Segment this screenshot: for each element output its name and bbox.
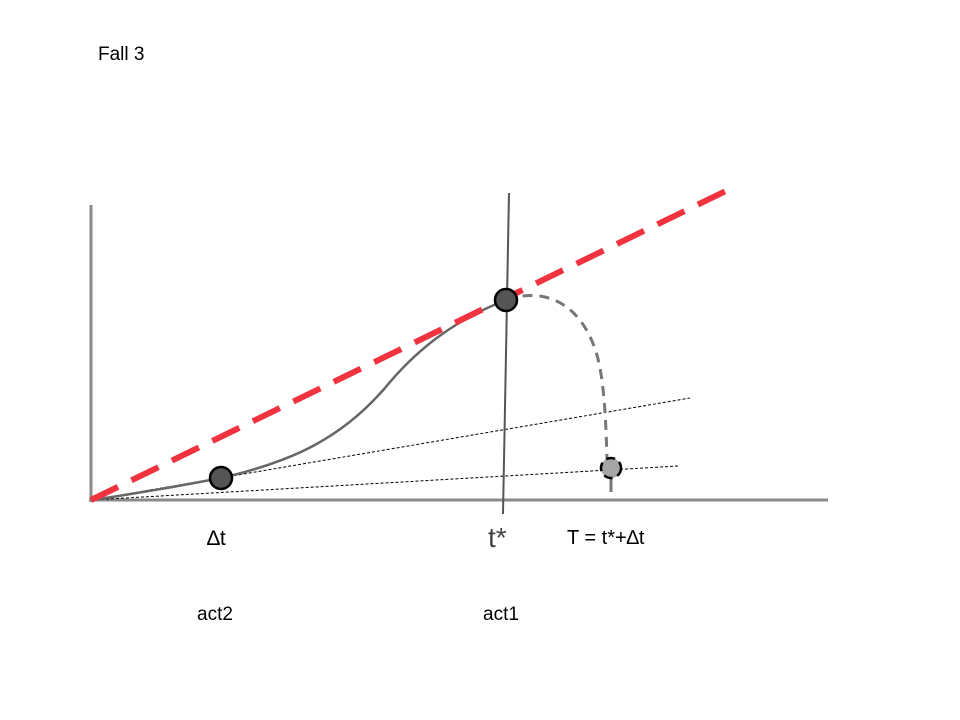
marker-T <box>599 456 623 480</box>
label-act2: act2 <box>197 604 233 625</box>
label-t-star: t* <box>488 522 507 553</box>
drop-curve <box>505 294 609 461</box>
growth-curve <box>91 298 507 502</box>
ray-lower <box>90 465 679 501</box>
red-dashed-line <box>89 185 734 503</box>
marker-t-star <box>493 287 519 313</box>
label-T-formula: T = t*+∆t <box>567 527 645 549</box>
marker-delta-t <box>208 465 234 491</box>
label-delta-t: ∆t <box>207 527 226 550</box>
label-act1: act1 <box>483 604 519 625</box>
t-star-vertical-line <box>502 192 510 515</box>
diagram-title: Fall 3 <box>98 44 145 65</box>
